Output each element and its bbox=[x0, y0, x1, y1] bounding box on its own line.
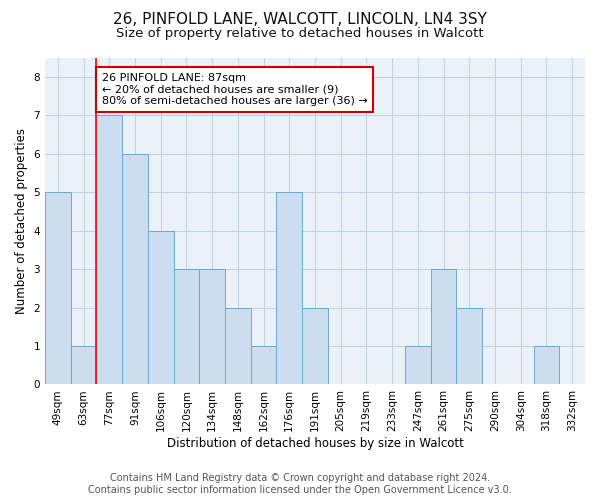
Bar bbox=[71, 346, 97, 385]
Bar bbox=[405, 346, 431, 385]
Bar bbox=[97, 115, 122, 384]
Bar bbox=[173, 269, 199, 384]
Bar bbox=[533, 346, 559, 385]
Bar bbox=[302, 308, 328, 384]
Text: Size of property relative to detached houses in Walcott: Size of property relative to detached ho… bbox=[116, 28, 484, 40]
Bar bbox=[251, 346, 277, 385]
Bar bbox=[45, 192, 71, 384]
X-axis label: Distribution of detached houses by size in Walcott: Distribution of detached houses by size … bbox=[167, 437, 463, 450]
Bar bbox=[122, 154, 148, 384]
Text: Contains HM Land Registry data © Crown copyright and database right 2024.
Contai: Contains HM Land Registry data © Crown c… bbox=[88, 474, 512, 495]
Y-axis label: Number of detached properties: Number of detached properties bbox=[15, 128, 28, 314]
Bar bbox=[148, 230, 173, 384]
Text: 26 PINFOLD LANE: 87sqm
← 20% of detached houses are smaller (9)
80% of semi-deta: 26 PINFOLD LANE: 87sqm ← 20% of detached… bbox=[101, 73, 367, 106]
Bar bbox=[457, 308, 482, 384]
Bar bbox=[431, 269, 457, 384]
Bar bbox=[277, 192, 302, 384]
Bar bbox=[199, 269, 225, 384]
Bar bbox=[225, 308, 251, 384]
Text: 26, PINFOLD LANE, WALCOTT, LINCOLN, LN4 3SY: 26, PINFOLD LANE, WALCOTT, LINCOLN, LN4 … bbox=[113, 12, 487, 28]
